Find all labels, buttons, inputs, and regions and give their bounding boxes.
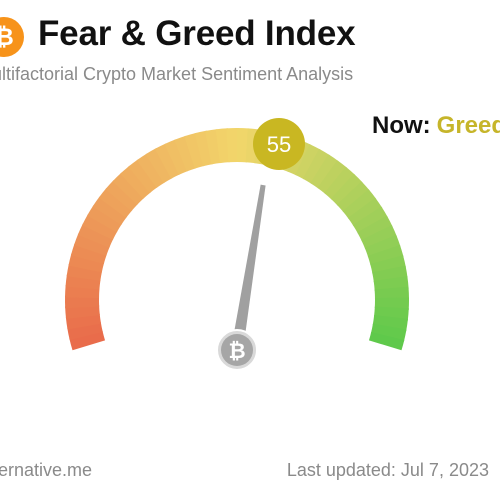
gauge-arc-segment — [215, 128, 230, 164]
gauge-arc-segment — [352, 206, 388, 234]
gauge-arc-segment — [184, 132, 205, 169]
gauge-arc-segment — [364, 234, 401, 258]
gauge-arc-segment — [226, 128, 239, 163]
gauge-arc-segment — [66, 263, 103, 281]
gauge-arc-segment — [372, 315, 408, 332]
gauge-arc-segment — [370, 255, 406, 274]
gauge-arc-segment — [367, 244, 404, 266]
gauge-arc-segment — [82, 214, 118, 240]
gauge-arc-segment — [295, 144, 321, 180]
gauge-arc-segment — [310, 154, 339, 189]
current-sentiment: Now: Greed — [372, 112, 500, 140]
page-subtitle: ultifactorial Crypto Market Sentiment An… — [0, 64, 354, 84]
gauge-arc-segment — [302, 148, 330, 184]
gauge-arc-segment — [92, 196, 127, 225]
gauge-arc-segment — [70, 243, 107, 265]
gauge-arc-segment — [65, 295, 100, 309]
gauge-arc-segment — [374, 286, 409, 300]
gauge-arc-segment — [164, 139, 188, 175]
gauge-arc-segment — [65, 305, 100, 319]
gauge-arc-segment — [98, 187, 133, 218]
gauge-arc-segment — [374, 297, 409, 311]
bitcoin-logo-glyph: ₿ — [0, 23, 14, 51]
gauge-arc — [65, 128, 409, 351]
gauge-arc-segment — [368, 332, 405, 351]
last-updated: Last updated: Jul 7, 2023 — [286, 460, 489, 480]
sentiment-gauge: 55 ₿ — [65, 118, 409, 371]
gauge-arc-segment — [136, 153, 165, 188]
gauge-arc-segment — [342, 189, 377, 220]
gauge-arc-segment — [87, 204, 122, 233]
gauge-arc-segment — [69, 330, 106, 351]
gauge-arc-segment — [77, 223, 114, 248]
gauge-hub-bitcoin-icon: ₿ — [228, 339, 245, 363]
gauge-hub: ₿ — [216, 329, 258, 371]
gauge-arc-segment — [330, 173, 363, 206]
value-badge-circle — [253, 118, 305, 170]
now-classification: Greed — [436, 112, 500, 139]
gauge-arc-segment — [317, 160, 348, 195]
gauge-arc-segment — [112, 172, 145, 205]
gauge-arc-segment — [68, 253, 105, 273]
gauge-needle — [231, 184, 266, 351]
gauge-arc-segment — [357, 215, 393, 242]
gauge-arc-segment — [128, 159, 158, 194]
page-title: Fear & Greed Index — [38, 14, 356, 53]
gauge-arc-segment — [154, 143, 181, 179]
gauge-arc-segment — [324, 166, 356, 200]
gauge-arc-segment — [174, 135, 197, 172]
gauge-arc-segment — [105, 180, 139, 212]
value-badge-text: 55 — [267, 132, 291, 157]
gauge-arc-segment — [370, 323, 407, 342]
source-link[interactable]: ernative.me — [0, 460, 93, 480]
now-label: Now: — [372, 112, 431, 139]
gauge-arc-segment — [145, 148, 173, 184]
gauge-arc-segment — [373, 276, 409, 291]
gauge-hub-core — [221, 334, 253, 366]
gauge-arc-segment — [74, 233, 110, 256]
gauge-arc-segment — [361, 225, 397, 250]
gauge-arc-segment — [336, 181, 370, 213]
gauge-arc-segment — [347, 197, 383, 227]
gauge-arc-segment — [120, 165, 151, 199]
value-badge: 55 — [253, 118, 305, 170]
